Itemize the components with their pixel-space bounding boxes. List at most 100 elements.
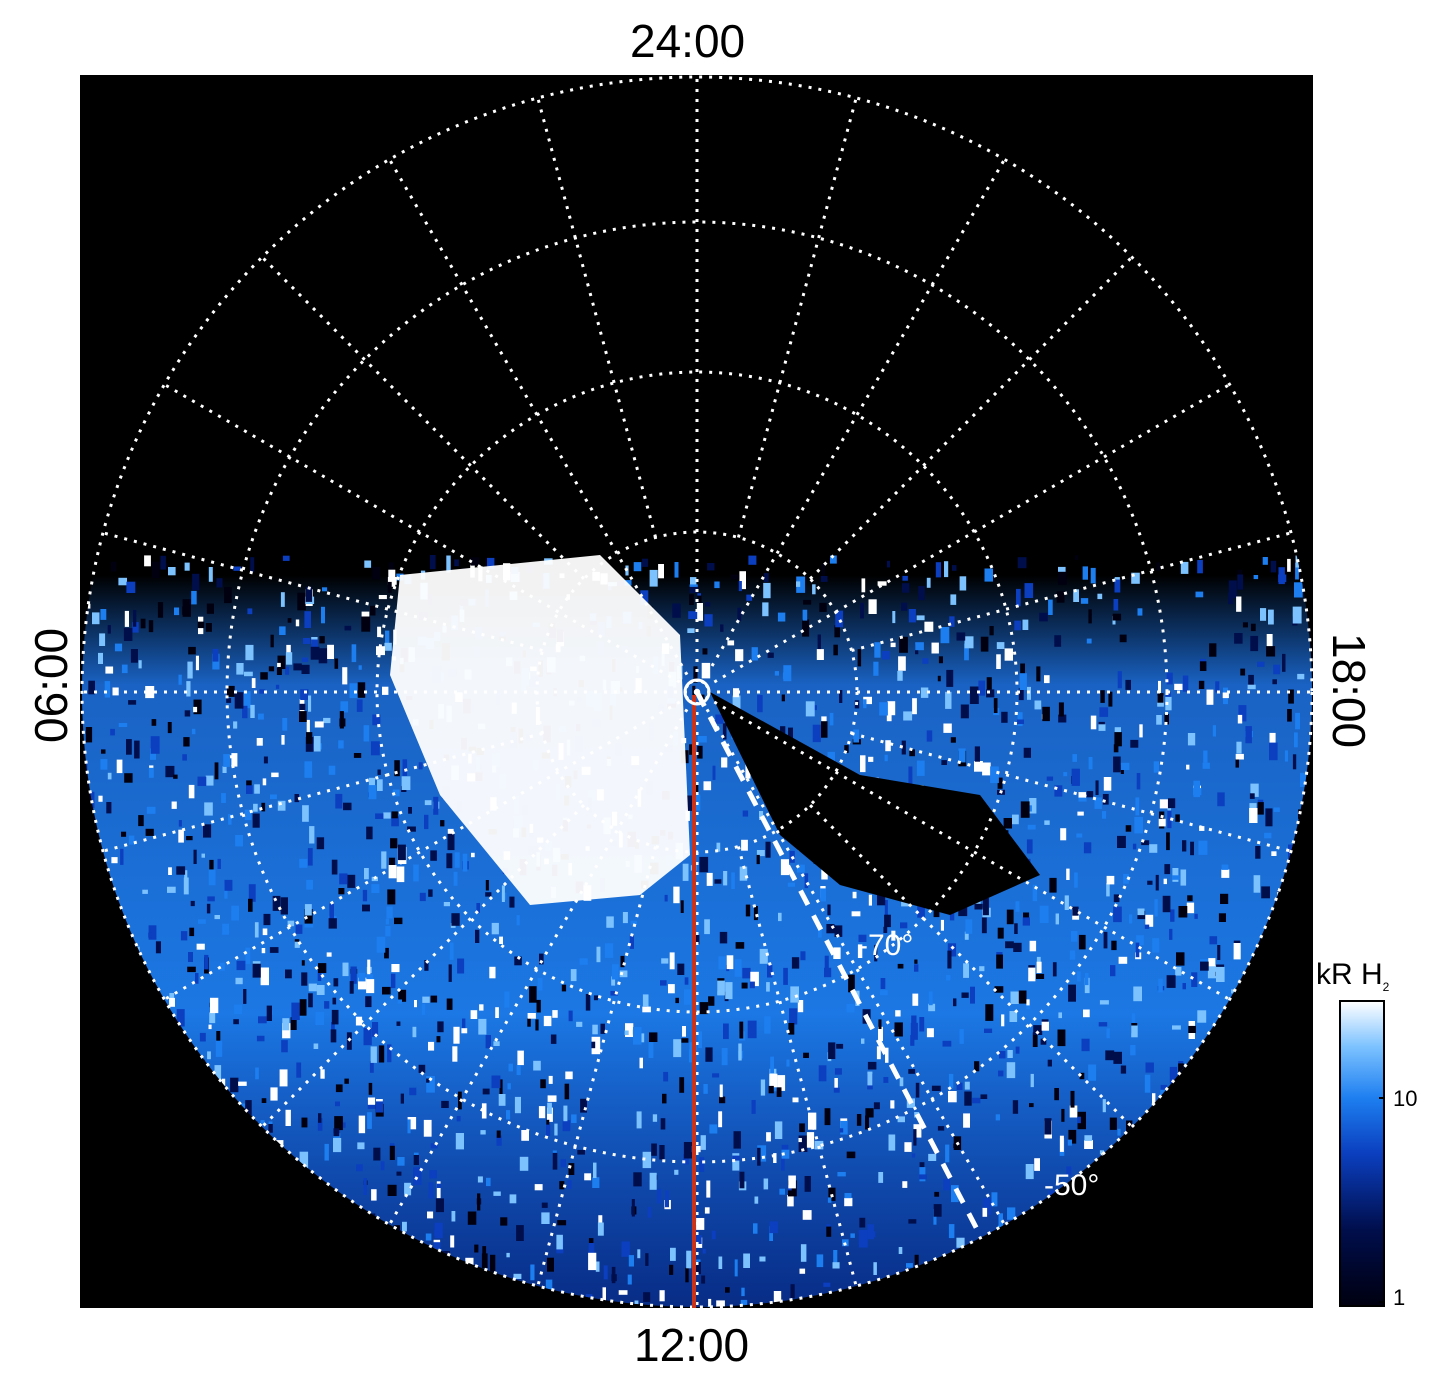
- emission-speck: [1172, 868, 1179, 882]
- emission-speck: [245, 947, 251, 964]
- emission-speck: [820, 576, 828, 582]
- emission-speck: [1052, 962, 1057, 977]
- emission-speck: [611, 964, 619, 980]
- emission-speck: [1270, 560, 1277, 573]
- emission-speck: [759, 1256, 766, 1262]
- emission-speck: [1164, 714, 1169, 725]
- emission-speck: [715, 714, 724, 724]
- emission-speck: [697, 745, 703, 759]
- emission-speck: [1228, 580, 1237, 598]
- emission-speck: [107, 625, 111, 634]
- emission-speck: [873, 1262, 877, 1275]
- emission-speck: [1063, 772, 1068, 777]
- emission-speck: [738, 581, 742, 592]
- emission-speck: [1273, 664, 1281, 675]
- emission-speck: [535, 1019, 539, 1031]
- emission-speck: [980, 636, 989, 652]
- emission-speck: [712, 765, 716, 780]
- emission-speck: [1017, 557, 1027, 569]
- emission-speck: [314, 736, 321, 752]
- emission-speck: [669, 952, 675, 970]
- emission-speck: [193, 706, 198, 713]
- emission-speck: [656, 1188, 662, 1204]
- emission-speck: [563, 1105, 568, 1122]
- emission-speck: [904, 1142, 912, 1152]
- emission-speck: [538, 1106, 546, 1119]
- emission-speck: [984, 568, 993, 582]
- emission-speck: [742, 967, 751, 979]
- emission-speck: [371, 1189, 377, 1201]
- emission-speck: [753, 1223, 758, 1234]
- emission-speck: [301, 664, 310, 674]
- emission-speck: [812, 724, 821, 743]
- emission-speck: [506, 1110, 511, 1120]
- emission-speck: [1040, 1038, 1047, 1045]
- emission-speck: [928, 991, 933, 1006]
- emission-speck: [763, 582, 771, 599]
- emission-speck: [1144, 1074, 1151, 1093]
- emission-speck: [233, 1019, 239, 1025]
- emission-speck: [206, 903, 211, 914]
- emission-speck: [514, 956, 522, 966]
- emission-speck: [453, 1026, 460, 1044]
- emission-speck: [539, 953, 544, 965]
- emission-speck: [592, 1024, 598, 1035]
- emission-speck: [1284, 750, 1288, 762]
- emission-speck: [620, 955, 625, 968]
- emission-speck: [479, 1004, 484, 1011]
- emission-speck: [610, 991, 618, 996]
- emission-speck: [958, 748, 966, 763]
- emission-speck: [588, 1243, 595, 1255]
- emission-speck: [351, 644, 357, 663]
- emission-speck: [1058, 714, 1067, 723]
- emission-speck: [1041, 1021, 1049, 1031]
- emission-speck: [358, 977, 367, 990]
- emission-speck: [260, 672, 268, 680]
- emission-speck: [369, 1061, 374, 1073]
- emission-speck: [781, 694, 785, 702]
- emission-speck: [124, 610, 129, 627]
- emission-speck: [695, 1235, 702, 1244]
- emission-speck: [540, 1079, 546, 1089]
- emission-speck: [331, 859, 338, 875]
- emission-speck: [1158, 978, 1163, 993]
- emission-speck: [769, 1226, 773, 1241]
- emission-speck: [714, 879, 722, 884]
- emission-speck: [853, 729, 859, 743]
- emission-speck: [1131, 1025, 1138, 1038]
- emission-speck: [1006, 909, 1014, 925]
- emission-speck: [285, 666, 290, 675]
- emission-speck: [313, 1043, 319, 1049]
- emission-speck: [299, 711, 307, 722]
- emission-speck: [868, 894, 872, 906]
- emission-speck: [467, 1211, 477, 1225]
- emission-speck: [885, 740, 891, 752]
- emission-speck: [106, 802, 112, 814]
- emission-speck: [100, 759, 108, 770]
- emission-speck: [316, 837, 325, 850]
- emission-speck: [246, 780, 252, 786]
- emission-speck: [167, 722, 172, 734]
- emission-speck: [996, 654, 1001, 669]
- emission-speck: [397, 1157, 405, 1166]
- emission-speck: [937, 1126, 945, 1131]
- emission-speck: [695, 934, 700, 945]
- emission-speck: [436, 1036, 441, 1043]
- emission-speck: [819, 602, 827, 612]
- emission-speck: [104, 681, 111, 698]
- emission-speck: [802, 609, 808, 621]
- emission-speck: [423, 1119, 432, 1137]
- emission-speck: [571, 1114, 577, 1123]
- emission-speck: [868, 756, 874, 762]
- emission-speck: [433, 1242, 441, 1257]
- emission-speck: [1075, 555, 1079, 560]
- emission-speck: [413, 1167, 422, 1185]
- emission-speck: [110, 728, 115, 736]
- emission-speck: [766, 982, 770, 992]
- local-time-label-midnight: 24:00: [630, 15, 746, 67]
- emission-speck: [486, 1177, 491, 1187]
- emission-speck: [1004, 648, 1013, 661]
- emission-speck: [1261, 886, 1270, 899]
- emission-speck: [1113, 1051, 1122, 1064]
- emission-speck: [377, 769, 381, 775]
